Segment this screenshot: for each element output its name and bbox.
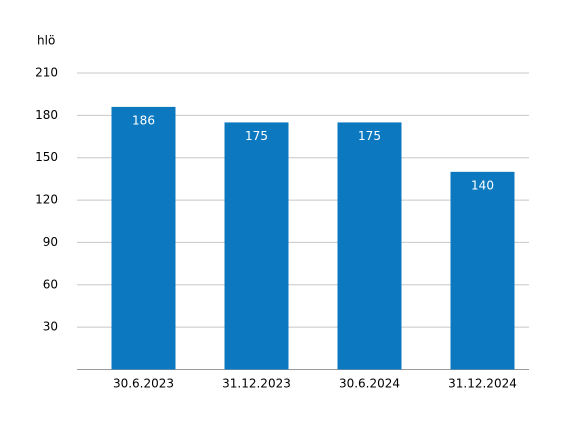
value-label: 175 (245, 129, 268, 143)
y-tick-label: 90 (43, 235, 58, 249)
bar (224, 122, 289, 370)
y-tick-label: 180 (35, 108, 58, 122)
value-label: 175 (358, 129, 381, 143)
value-label: 140 (471, 178, 494, 192)
bar (450, 171, 515, 370)
value-label: 186 (132, 113, 155, 127)
x-tick-label: 30.6.2023 (113, 377, 174, 391)
y-tick-label: 30 (43, 320, 58, 334)
bar (111, 106, 176, 370)
y-axis-unit: hlö (37, 34, 55, 48)
x-tick-label: 30.6.2024 (339, 377, 400, 391)
y-tick-label: 120 (35, 193, 58, 207)
y-tick-label: 210 (35, 66, 58, 80)
y-tick-label: 60 (43, 277, 58, 291)
bar (337, 122, 402, 370)
x-tick-label: 31.12.2023 (222, 377, 291, 391)
y-tick-label: 150 (35, 150, 58, 164)
x-tick-label: 31.12.2024 (448, 377, 517, 391)
